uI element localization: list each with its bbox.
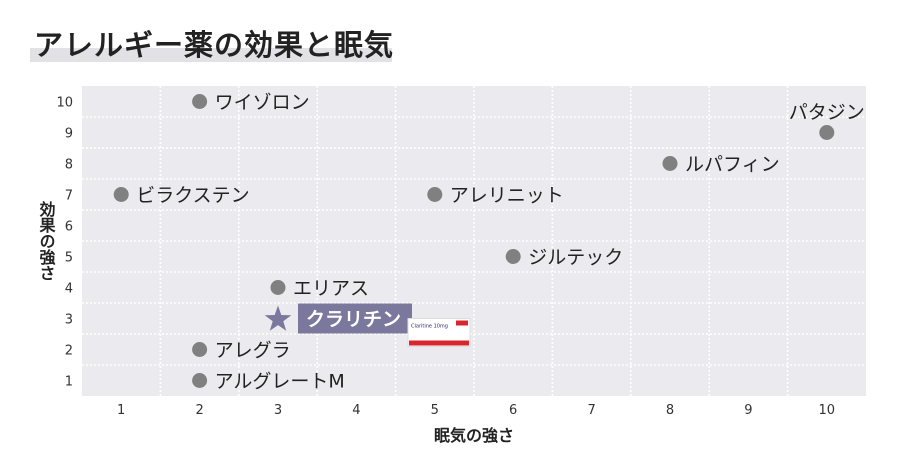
data-point-label: アレリニット xyxy=(450,185,564,207)
chart-title: アレルギー薬の効果と眠気 xyxy=(34,28,395,62)
highlight-label: クラリチン xyxy=(306,309,401,331)
data-point xyxy=(192,342,208,357)
data-point xyxy=(662,156,678,171)
y-tick-label: 8 xyxy=(65,158,73,173)
y-tick-label: 5 xyxy=(65,251,73,266)
data-point-label: ビラクステン xyxy=(136,185,249,207)
product-box-stripe xyxy=(409,340,469,346)
x-tick-label: 10 xyxy=(819,403,836,418)
x-tick-label: 4 xyxy=(352,403,360,418)
x-tick-label: 1 xyxy=(117,403,125,418)
data-point-label: エリアス xyxy=(293,278,369,300)
data-point-label: ルパフィン xyxy=(685,154,780,176)
data-point-label: パタジン xyxy=(789,102,865,124)
data-point xyxy=(270,280,286,295)
highlight-star-marker xyxy=(264,305,292,331)
data-point xyxy=(192,94,208,109)
data-point xyxy=(505,249,521,264)
x-axis-label: 眠気の強さ xyxy=(434,426,514,445)
data-point-label: アルグレートM xyxy=(215,371,345,393)
x-tick-label: 6 xyxy=(509,403,517,418)
y-tick-label: 7 xyxy=(65,189,73,204)
x-tick-label: 3 xyxy=(274,403,282,418)
y-tick-label: 9 xyxy=(65,127,73,142)
title-underline-highlight xyxy=(30,48,392,62)
data-point-label: アレグラ xyxy=(215,340,291,362)
data-point xyxy=(192,373,208,388)
data-point xyxy=(819,125,835,140)
product-box-text: Claritine 10mg xyxy=(411,324,448,330)
data-point xyxy=(427,187,443,202)
y-tick-label: 2 xyxy=(65,344,73,359)
x-tick-label: 5 xyxy=(431,403,439,418)
y-tick-label: 4 xyxy=(65,282,73,297)
y-axis-label: 効果の強さ xyxy=(37,200,57,281)
highlight-label-box xyxy=(298,303,412,334)
data-point-label: ワイゾロン xyxy=(215,92,310,114)
x-tick-label: 2 xyxy=(195,403,203,418)
data-point xyxy=(113,187,129,202)
x-tick-label: 7 xyxy=(587,403,595,418)
x-tick-label: 8 xyxy=(666,403,674,418)
y-tick-label: 6 xyxy=(65,220,73,235)
y-tick-label: 3 xyxy=(65,313,73,328)
y-tick-label: 10 xyxy=(56,96,73,111)
product-box-badge xyxy=(456,320,468,326)
data-point-label: ジルテック xyxy=(528,247,623,269)
chart-title-block: アレルギー薬の効果と眠気 xyxy=(30,22,395,62)
y-tick-label: 1 xyxy=(65,375,73,390)
x-tick-label: 9 xyxy=(744,403,752,418)
